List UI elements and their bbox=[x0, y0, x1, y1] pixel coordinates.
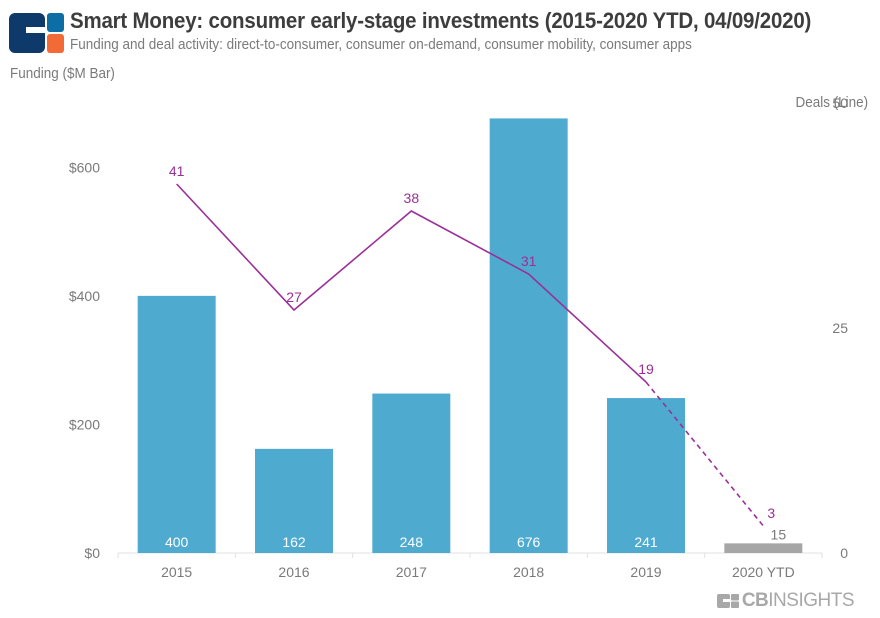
y2-tick-label: 25 bbox=[832, 320, 848, 336]
x-tick-label: 2018 bbox=[513, 564, 544, 580]
y2-tick-label: 0 bbox=[840, 545, 848, 561]
x-tick-label: 2017 bbox=[396, 564, 427, 580]
bar-2017 bbox=[372, 393, 451, 553]
y-tick-label: $200 bbox=[69, 416, 100, 432]
deals-value-label: 31 bbox=[521, 253, 537, 269]
bar-value-label: 400 bbox=[165, 534, 189, 550]
bars bbox=[137, 118, 803, 553]
bar-value-label: 248 bbox=[400, 534, 424, 550]
y-tick-label: $600 bbox=[69, 159, 100, 175]
bar-labels: 400 162 248 676 241 15 bbox=[165, 526, 786, 550]
x-tick-label: 2015 bbox=[161, 564, 192, 580]
y-tick-labels: $0 $200 $400 $600 bbox=[69, 159, 100, 561]
bar-value-label: 15 bbox=[771, 526, 787, 542]
cb-insights-logo-icon bbox=[716, 594, 739, 608]
deals-labels: 41 27 38 31 19 3 bbox=[169, 163, 775, 521]
bar-2015 bbox=[137, 295, 216, 553]
y2-tick-label: 50 bbox=[832, 95, 848, 111]
bar-value-label: 241 bbox=[634, 534, 658, 550]
deals-line-projected bbox=[645, 381, 764, 527]
axes bbox=[117, 552, 823, 558]
deals-value-label: 3 bbox=[767, 505, 775, 521]
deals-value-label: 19 bbox=[638, 361, 654, 377]
bar-2016 bbox=[255, 448, 333, 553]
deals-value-label: 41 bbox=[169, 163, 185, 179]
bar-2019 bbox=[607, 398, 685, 553]
y2-tick-labels: 0 25 50 bbox=[832, 95, 848, 561]
cb-insights-logo-icon bbox=[9, 13, 64, 53]
deals-value-label: 27 bbox=[286, 289, 302, 305]
footer-brand-light: INSIGHTS bbox=[768, 590, 854, 611]
chart-title: Smart Money: consumer early-stage invest… bbox=[70, 8, 812, 33]
bar-2020-ytd bbox=[724, 543, 803, 553]
deals-line-solid bbox=[176, 183, 647, 383]
deals-line bbox=[176, 183, 764, 527]
x-tick-label: 2016 bbox=[278, 564, 309, 580]
bar-value-label: 676 bbox=[517, 534, 541, 550]
left-axis-title: Funding ($M Bar) bbox=[10, 66, 115, 82]
deals-value-label: 38 bbox=[404, 190, 420, 206]
right-axis-title: Deals (Line) bbox=[795, 95, 868, 111]
bar-2018 bbox=[489, 118, 568, 553]
footer-brand-bold: CB bbox=[741, 590, 769, 611]
x-tick-label: 2020 YTD bbox=[732, 564, 795, 580]
footer-brand: CBINSIGHTS bbox=[716, 590, 854, 612]
y-tick-label: $0 bbox=[84, 545, 100, 561]
chart-subtitle: Funding and deal activity: direct-to-con… bbox=[70, 37, 692, 53]
x-tick-labels: 2015 2016 2017 2018 2019 2020 YTD bbox=[161, 564, 795, 580]
y-tick-label: $400 bbox=[69, 288, 100, 304]
bar-value-label: 162 bbox=[282, 534, 306, 550]
x-tick-label: 2019 bbox=[630, 564, 661, 580]
